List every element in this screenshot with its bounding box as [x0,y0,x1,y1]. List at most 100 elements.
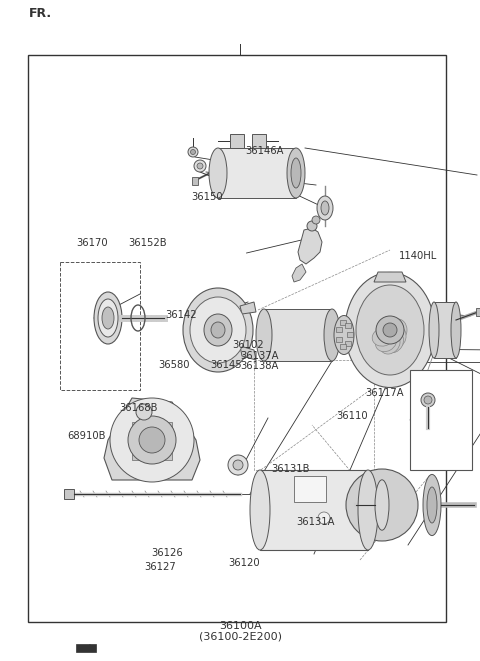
Ellipse shape [250,470,270,550]
Ellipse shape [324,309,340,361]
Ellipse shape [190,297,246,363]
Circle shape [307,221,317,231]
Circle shape [233,460,243,470]
Ellipse shape [287,148,305,198]
Ellipse shape [429,302,439,358]
Bar [230,134,244,148]
Ellipse shape [358,470,378,550]
Bar [60,262,140,390]
Ellipse shape [204,314,232,346]
Bar [345,341,351,346]
Circle shape [191,149,195,155]
Ellipse shape [321,201,329,215]
Circle shape [383,323,397,337]
Bar [264,309,332,361]
Ellipse shape [389,319,407,341]
Text: 36145: 36145 [210,360,242,370]
Bar [28,55,446,622]
Ellipse shape [372,328,394,346]
Ellipse shape [346,469,418,541]
Bar [476,308,480,316]
Circle shape [136,404,152,420]
Ellipse shape [317,196,333,220]
Text: FR.: FR. [29,7,52,20]
Ellipse shape [451,302,461,358]
Ellipse shape [384,332,404,353]
Ellipse shape [94,292,122,344]
Text: (36100-2E200): (36100-2E200) [199,631,281,642]
Text: 68910B: 68910B [67,431,106,442]
Ellipse shape [423,475,441,535]
Bar [252,134,266,148]
Text: 36146A: 36146A [245,145,283,156]
Text: 36120: 36120 [228,558,260,568]
Circle shape [360,324,380,344]
Bar [434,302,456,358]
Bar [336,337,342,342]
Circle shape [365,329,375,339]
Text: 36131A: 36131A [297,517,335,527]
Ellipse shape [375,480,389,530]
Text: 36150: 36150 [191,192,223,202]
Polygon shape [298,228,322,264]
Text: 36117A: 36117A [365,388,403,399]
Ellipse shape [345,272,435,387]
Polygon shape [374,272,406,282]
Ellipse shape [211,322,225,338]
Text: 36170: 36170 [76,237,108,248]
Text: 36152B: 36152B [129,238,167,249]
Bar [340,344,346,349]
Polygon shape [76,644,96,652]
Circle shape [194,160,206,172]
Bar [345,323,351,328]
Text: 36131B: 36131B [271,464,310,475]
Ellipse shape [375,332,396,352]
Bar [340,321,346,325]
Circle shape [312,216,320,224]
Circle shape [139,427,165,453]
Text: 36138A: 36138A [240,361,278,371]
Ellipse shape [102,307,114,329]
Bar [294,476,326,502]
Text: 1140HL: 1140HL [398,251,437,262]
Circle shape [188,147,198,157]
Text: 36168B: 36168B [119,403,157,414]
Text: 36137A: 36137A [240,350,278,361]
Circle shape [128,416,176,464]
Bar [336,327,342,332]
Bar [192,177,198,185]
Bar [347,332,353,337]
Bar [254,360,374,470]
Bar [260,470,368,550]
Text: 36126: 36126 [152,547,183,558]
Text: 36580: 36580 [158,360,190,370]
Polygon shape [240,346,256,360]
Circle shape [390,346,396,352]
Circle shape [376,316,404,344]
Ellipse shape [427,487,437,523]
Ellipse shape [209,148,227,198]
Ellipse shape [388,326,406,348]
Ellipse shape [334,315,354,354]
Bar [362,300,392,322]
Ellipse shape [256,309,272,361]
Ellipse shape [380,334,400,354]
Circle shape [386,342,400,356]
Text: 36110: 36110 [336,411,368,422]
Ellipse shape [356,285,424,375]
Bar [64,489,74,499]
Ellipse shape [291,158,301,188]
Bar [132,422,172,460]
Polygon shape [240,302,256,314]
Text: 36127: 36127 [144,562,176,572]
Polygon shape [292,264,306,282]
Circle shape [421,393,435,407]
Circle shape [110,398,194,482]
Ellipse shape [98,299,118,337]
Bar [218,148,296,198]
Polygon shape [104,398,200,480]
Circle shape [318,512,330,524]
Bar [410,370,472,470]
Ellipse shape [183,288,253,372]
Circle shape [424,396,432,404]
